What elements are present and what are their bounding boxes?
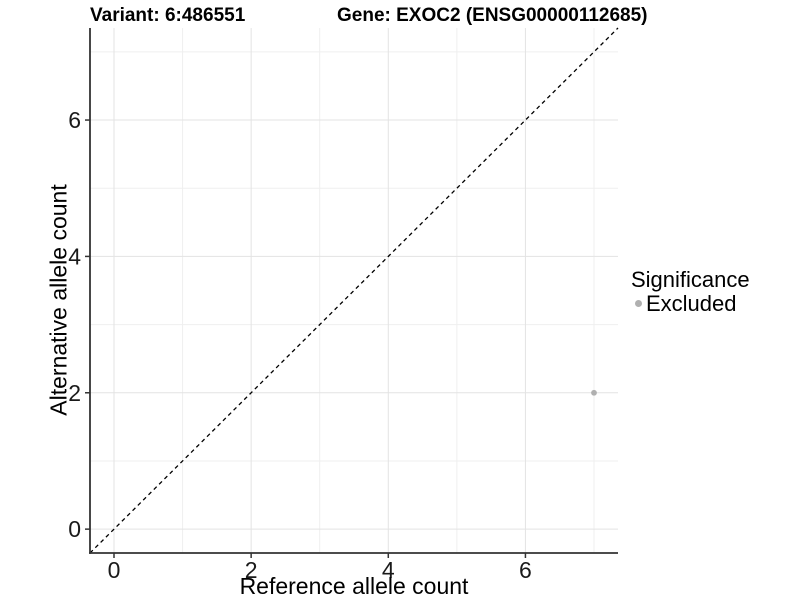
y-tick-label: 2 xyxy=(68,380,81,406)
plot-title-gene: Gene: EXOC2 (ENSG00000112685) xyxy=(337,5,648,26)
legend-point-icon xyxy=(635,300,642,307)
legend-item-label: Excluded xyxy=(646,291,737,316)
x-tick-label: 2 xyxy=(245,557,258,583)
x-tick-label: 4 xyxy=(382,557,395,583)
legend-title: Significance xyxy=(631,267,750,292)
legend: Significance Excluded xyxy=(631,267,750,316)
plot-title-variant: Variant: 6:486551 xyxy=(90,5,246,26)
x-tick-label: 6 xyxy=(519,557,532,583)
x-tick-label: 0 xyxy=(108,557,121,583)
y-tick-label: 6 xyxy=(68,107,81,133)
identity-line xyxy=(89,27,619,554)
data-point xyxy=(591,389,597,396)
y-tick-label: 0 xyxy=(68,516,81,542)
y-tick-label: 4 xyxy=(68,243,81,269)
legend-item-excluded: Excluded xyxy=(635,292,750,315)
x-axis-title: Reference allele count xyxy=(239,573,469,599)
y-axis-title: Alternative allele count xyxy=(45,184,72,416)
